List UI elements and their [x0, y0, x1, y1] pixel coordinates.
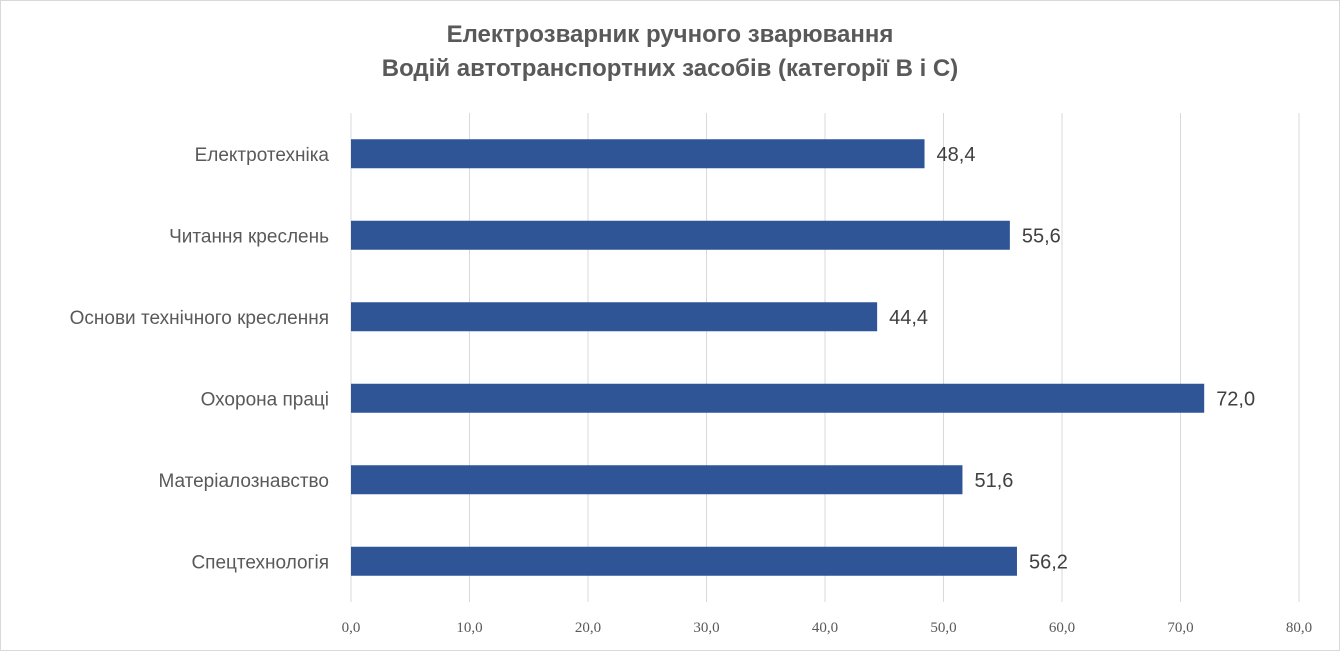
x-tick-label: 60,0	[1049, 620, 1075, 636]
x-tick-label: 80,0	[1286, 620, 1312, 636]
x-tick-label: 20,0	[575, 620, 601, 636]
category-label: Читання креслень	[169, 226, 329, 247]
data-label: 72,0	[1216, 388, 1255, 410]
x-tick-label: 50,0	[930, 620, 956, 636]
bar	[351, 465, 963, 495]
x-tick-label: 0,0	[342, 620, 361, 636]
bar	[351, 220, 1010, 250]
data-label: 51,6	[974, 470, 1013, 492]
data-label: 55,6	[1022, 225, 1061, 247]
bar	[351, 302, 878, 332]
category-label: Охорона праці	[201, 389, 329, 410]
x-tick-label: 30,0	[693, 620, 719, 636]
category-labels: Електротехніка Читання креслень Основи тех…	[70, 145, 330, 574]
gridlines	[469, 113, 1300, 602]
category-label: Спецтехнологія	[191, 552, 329, 573]
category-label: Матеріалознавство	[158, 471, 329, 492]
data-labels: 48,4 55,6 44,4 72,0 51,6 56,2	[889, 144, 1255, 574]
x-tick-label: 70,0	[1167, 620, 1193, 636]
data-label: 44,4	[889, 307, 928, 329]
data-label: 48,4	[937, 144, 976, 166]
data-label: 56,2	[1029, 551, 1068, 573]
bars	[351, 139, 1205, 576]
bar	[351, 383, 1205, 413]
bar	[351, 139, 925, 169]
x-axis-tick-labels: 0,0 10,0 20,0 30,0 40,0 50,0 60,0 70,0 80,0	[342, 620, 1313, 636]
chart-title-line-1: Електрозварник ручного зварювання	[446, 21, 894, 48]
bar	[351, 546, 1017, 576]
category-label: Електротехніка	[195, 145, 330, 166]
x-tick-label: 10,0	[456, 620, 482, 636]
category-label: Основи технічного креслення	[70, 308, 329, 329]
chart-title: Електрозварник ручного зварювання Водій …	[0, 18, 1340, 86]
x-tick-label: 40,0	[812, 620, 838, 636]
chart-title-line-2: Водій автотранспортних засобів (категорі…	[381, 55, 959, 82]
